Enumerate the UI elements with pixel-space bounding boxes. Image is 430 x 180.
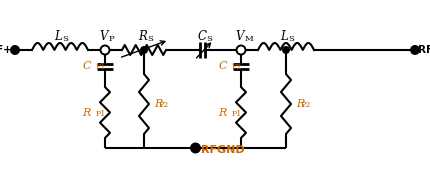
Text: P1: P1 [230, 110, 241, 118]
Text: R: R [83, 107, 91, 118]
Text: P2: P2 [230, 63, 241, 71]
Text: C: C [82, 61, 91, 71]
Text: M: M [244, 35, 252, 42]
Circle shape [283, 47, 289, 53]
Text: L: L [54, 30, 62, 44]
Circle shape [141, 47, 147, 53]
Text: V: V [235, 30, 244, 44]
Text: P1: P1 [95, 110, 105, 118]
Text: C: C [218, 61, 227, 71]
Text: S: S [206, 35, 212, 42]
Text: R: R [138, 30, 147, 44]
Text: S: S [62, 35, 68, 42]
Circle shape [190, 143, 200, 152]
Text: RFGND: RFGND [201, 145, 245, 155]
Text: R: R [218, 107, 227, 118]
Circle shape [100, 46, 109, 55]
Text: P1: P1 [95, 63, 105, 71]
Text: R: R [154, 99, 162, 109]
Text: P2: P2 [299, 102, 310, 109]
Text: P: P [108, 35, 114, 42]
Text: RF+: RF+ [0, 45, 12, 55]
Circle shape [11, 46, 19, 54]
Text: L: L [280, 30, 287, 44]
Text: S: S [147, 35, 153, 42]
Text: RF-: RF- [417, 45, 430, 55]
Circle shape [236, 46, 245, 55]
Text: P2: P2 [158, 102, 168, 109]
Circle shape [410, 46, 418, 54]
Text: S: S [288, 35, 294, 42]
Text: V: V [99, 30, 108, 44]
Text: R: R [295, 99, 304, 109]
Text: C: C [197, 30, 206, 44]
